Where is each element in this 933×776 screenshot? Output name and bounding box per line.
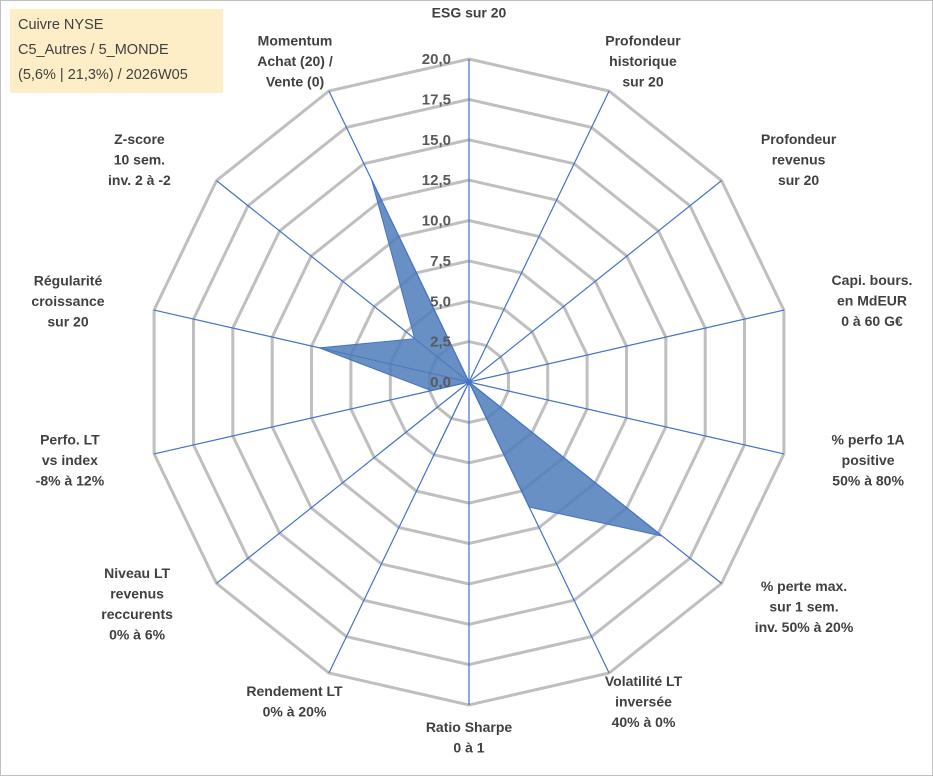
axis-label-5-line-0: % perte max. [761, 578, 847, 594]
data-series [319, 179, 663, 537]
axis-label-2-line-0: Profondeur [761, 131, 837, 147]
tick-label-0: 0,0 [430, 374, 451, 391]
axis-label-13-line-2: Vente (0) [266, 73, 324, 89]
axis-label-2-line-1: revenus [772, 151, 826, 167]
axis-spoke-2 [468, 180, 722, 383]
axis-label-9: Niveau LT revenus reccurents 0% à 6% [101, 565, 173, 643]
tick-label-8: 20,0 [422, 51, 451, 68]
axis-label-4-line-1: positive [842, 452, 895, 468]
axis-label-11-line-1: croissance [31, 293, 104, 309]
axis-spoke-4 [468, 381, 785, 455]
axis-label-2: Profondeur revenus sur 20 [761, 131, 837, 188]
axis-label-9-line-1: revenus [110, 586, 164, 602]
axis-label-8-line-0: Rendement LT [246, 683, 343, 699]
axis-label-10-line-2: -8% à 12% [36, 473, 105, 489]
axis-label-7-line-1: 0 à 1 [453, 740, 484, 756]
axis-label-10-line-1: vs index [42, 452, 98, 468]
axis-spoke-3 [468, 309, 785, 383]
tick-label-5: 12,5 [422, 172, 451, 189]
axis-label-9-line-3: 0% à 6% [109, 627, 166, 643]
axis-label-7: Ratio Sharpe 0 à 1 [426, 719, 513, 756]
tick-label-2: 5,0 [430, 293, 451, 310]
title-line-1: Cuivre NYSE [18, 17, 104, 33]
axis-label-7-line-0: Ratio Sharpe [426, 719, 513, 735]
axis-spoke-10 [153, 381, 470, 455]
axis-label-6: Volatilité LT inversée 40% à 0% [605, 673, 683, 730]
axis-label-12-line-1: 10 sem. [114, 151, 165, 167]
tick-label-6: 15,0 [422, 132, 451, 149]
axis-label-0: NoteESG sur 20 [432, 0, 507, 21]
axis-spoke-9 [216, 381, 470, 584]
axis-label-11: Régularité croissance sur 20 [31, 273, 104, 330]
axis-label-12-line-0: Z-score [114, 131, 165, 147]
axis-label-13-line-1: Achat (20) / [257, 53, 333, 69]
title-box: Cuivre NYSE C5_Autres / 5_MONDE (5,6% | … [10, 9, 223, 93]
axis-label-8-line-1: 0% à 20% [263, 704, 327, 720]
axis-label-11-line-2: sur 20 [47, 314, 88, 330]
axis-label-13-line-0: Momentum [258, 32, 333, 48]
axis-label-4-line-0: % perfo 1A [832, 432, 905, 448]
axis-labels: NoteESG sur 20 Profondeur historique sur 20… [31, 0, 913, 756]
data-area [319, 179, 663, 537]
axis-label-2-line-2: sur 20 [778, 172, 819, 188]
axis-label-1: Profondeur historique sur 20 [605, 32, 681, 89]
tick-label-4: 10,0 [422, 213, 451, 230]
title-line-2: C5_Autres / 5_MONDE [18, 42, 169, 58]
axis-label-10: Perfo. LT vs index -8% à 12% [36, 432, 105, 489]
axis-label-5-line-1: sur 1 sem. [769, 599, 838, 615]
axis-label-13: Momentum Achat (20) / Vente (0) [257, 32, 333, 89]
axis-label-4-line-2: 50% à 80% [832, 473, 904, 489]
axis-label-3-line-0: Capi. bours. [832, 272, 913, 288]
axis-label-8: Rendement LT 0% à 20% [246, 683, 343, 720]
axis-label-11-line-0: Régularité [34, 273, 103, 289]
axis-label-9-line-2: reccurents [101, 606, 173, 622]
axis-label-12: Z-score 10 sem. inv. 2 à -2 [108, 131, 171, 188]
axis-label-4: % perfo 1A positive 50% à 80% [832, 432, 905, 489]
axis-spoke-1 [468, 90, 610, 383]
axis-label-1-line-1: historique [609, 53, 677, 69]
axis-label-10-line-0: Perfo. LT [40, 432, 100, 448]
axis-label-1-line-0: Profondeur [605, 32, 681, 48]
axis-label-12-line-2: inv. 2 à -2 [108, 172, 171, 188]
tick-label-1: 2,5 [430, 334, 451, 351]
radial-tick-labels: 0,0 2,5 5,0 7,5 10,0 12,5 15,0 17,5 20,0 [422, 51, 451, 391]
title-line-3: (5,6% | 21,3%) / 2026W05 [18, 67, 188, 83]
axis-label-5: % perte max. sur 1 sem. inv. 50% à 20% [755, 578, 854, 635]
axis-label-3-line-1: en MdEUR [837, 293, 907, 309]
axis-label-5-line-2: inv. 50% à 20% [755, 619, 854, 635]
tick-label-7: 17,5 [422, 91, 451, 108]
tick-label-3: 7,5 [430, 253, 451, 270]
axis-label-3-line-2: 0 à 60 G€ [841, 313, 903, 329]
axis-label-0-line-1: ESG sur 20 [432, 5, 507, 21]
axis-label-3: Capi. bours. en MdEUR 0 à 60 G€ [832, 272, 913, 329]
axis-label-6-line-1: inversée [615, 694, 672, 710]
axis-label-6-line-0: Volatilité LT [605, 673, 683, 689]
axis-label-6-line-2: 40% à 0% [612, 714, 676, 730]
axis-label-1-line-2: sur 20 [622, 73, 663, 89]
axis-label-9-line-0: Niveau LT [104, 565, 170, 581]
